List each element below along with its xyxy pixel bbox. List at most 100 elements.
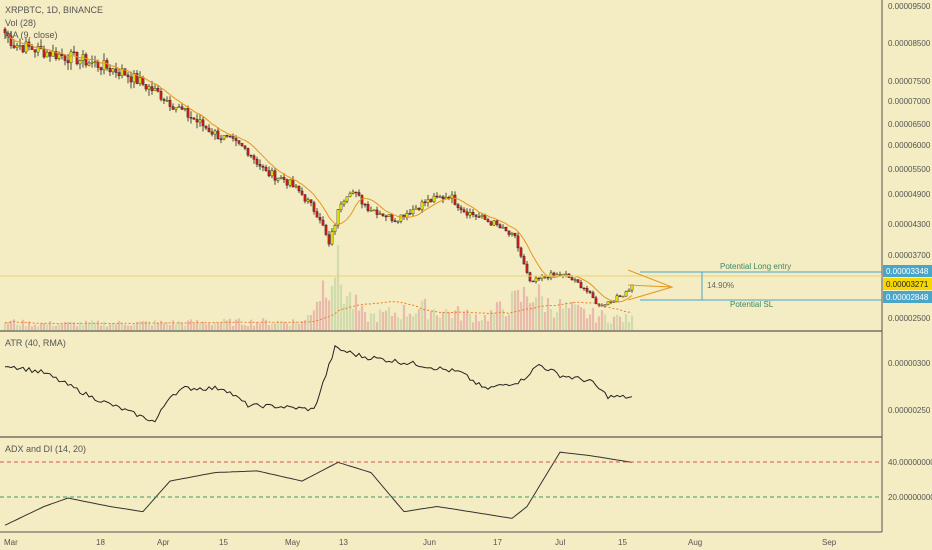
candle-body (213, 130, 217, 135)
candle-body (90, 62, 94, 64)
candle-body (291, 179, 295, 188)
volume-bar (27, 321, 31, 330)
candle-body (36, 45, 40, 53)
time-label: 15 (618, 538, 627, 547)
volume-bar (393, 312, 397, 330)
candle-body (48, 51, 52, 57)
candle-body (240, 143, 244, 147)
volume-bar (369, 313, 373, 330)
candle-body (591, 292, 595, 299)
volume-bar (522, 286, 526, 330)
price-tick: 0.00007000 (888, 97, 931, 106)
candle-body (69, 51, 73, 64)
candle-body (465, 211, 469, 216)
candle-body (138, 77, 142, 84)
volume-bar (279, 321, 283, 330)
badge-long-entry-text: 0.00003348 (886, 267, 929, 276)
candle-body (408, 212, 412, 215)
candle-body (159, 91, 163, 100)
candle-body (147, 86, 151, 90)
candle-body (21, 45, 25, 53)
volume-bar (198, 323, 202, 330)
candle-body (552, 272, 556, 276)
volume-bar (303, 320, 307, 330)
badge-current-price-text: 0.00003271 (886, 280, 929, 289)
volume-bar (306, 314, 310, 330)
candle-body (594, 297, 598, 305)
price-tick: 0.00004900 (888, 190, 931, 199)
price-tick: 0.00006500 (888, 120, 931, 129)
volume-bar (249, 319, 253, 330)
volume-legend[interactable]: Vol (28) (5, 18, 37, 28)
volume-bar (456, 306, 460, 330)
volume-bar (138, 321, 142, 330)
candle-body (366, 204, 370, 211)
volume-bar (120, 322, 124, 330)
candle-body (606, 301, 610, 305)
volume-bar (156, 322, 160, 330)
candle-body (30, 46, 34, 50)
candle-body (231, 136, 235, 139)
volume-bar (567, 308, 571, 330)
volume-bar (159, 320, 163, 330)
candle-body (507, 230, 511, 235)
volume-bar (183, 325, 187, 330)
volume-bar (450, 318, 454, 330)
volume-bar (87, 322, 91, 330)
price-tick: 0.00004300 (888, 220, 931, 229)
symbol-legend[interactable]: XRPBTC, 1D, BINANCE (5, 5, 104, 15)
volume-bar (195, 320, 199, 330)
candle-body (273, 170, 277, 181)
candle-body (450, 194, 454, 199)
price-axis: 0.00009500 0.00008500 0.00007500 0.00007… (888, 2, 931, 323)
volume-bar (99, 325, 103, 330)
candle-body (303, 194, 307, 202)
volume-bar (201, 321, 205, 330)
candle-body (117, 72, 121, 76)
badge-stop-loss-text: 0.00002848 (886, 293, 929, 302)
atr-legend[interactable]: ATR (40, RMA) (5, 338, 66, 348)
volume-bar (477, 321, 481, 330)
ma-legend[interactable]: MA (9, close) (5, 30, 58, 40)
volume-bar (3, 322, 7, 330)
candle-body (99, 67, 103, 71)
candle-body (108, 68, 112, 73)
candle-body (546, 276, 550, 279)
candles (3, 27, 634, 308)
volume-bar (72, 322, 76, 330)
volume-bar (345, 296, 349, 330)
volume-bar (273, 323, 277, 330)
volume-bar (414, 313, 418, 330)
volume-bar (297, 323, 301, 330)
adx-legend[interactable]: ADX and DI (14, 20) (5, 444, 87, 454)
candle-body (495, 220, 499, 225)
volume-bar (504, 316, 508, 330)
volume-bar (357, 310, 361, 330)
candle-body (429, 199, 433, 202)
volume-bar (561, 308, 565, 330)
volume-bar (447, 311, 451, 330)
volume-bar (372, 313, 376, 330)
candle-body (387, 214, 391, 217)
volume-bar (192, 323, 196, 330)
candle-body (369, 210, 373, 212)
volume-bar (366, 321, 370, 330)
candle-body (573, 279, 577, 281)
volume-bar (267, 325, 271, 330)
time-label: Jul (555, 538, 565, 547)
candle-body (75, 51, 79, 65)
candle-body (144, 84, 148, 90)
volume-bar (342, 304, 346, 330)
volume-bar (240, 324, 244, 330)
candle-body (156, 88, 160, 92)
price-tick: 0.00005500 (888, 165, 931, 174)
volume-bar (627, 322, 631, 330)
volume-bar (15, 324, 19, 330)
volume-bar (339, 284, 343, 330)
volume-bar (21, 319, 25, 330)
candle-body (153, 88, 157, 91)
volume-bar (594, 322, 598, 330)
candle-body (351, 191, 355, 194)
